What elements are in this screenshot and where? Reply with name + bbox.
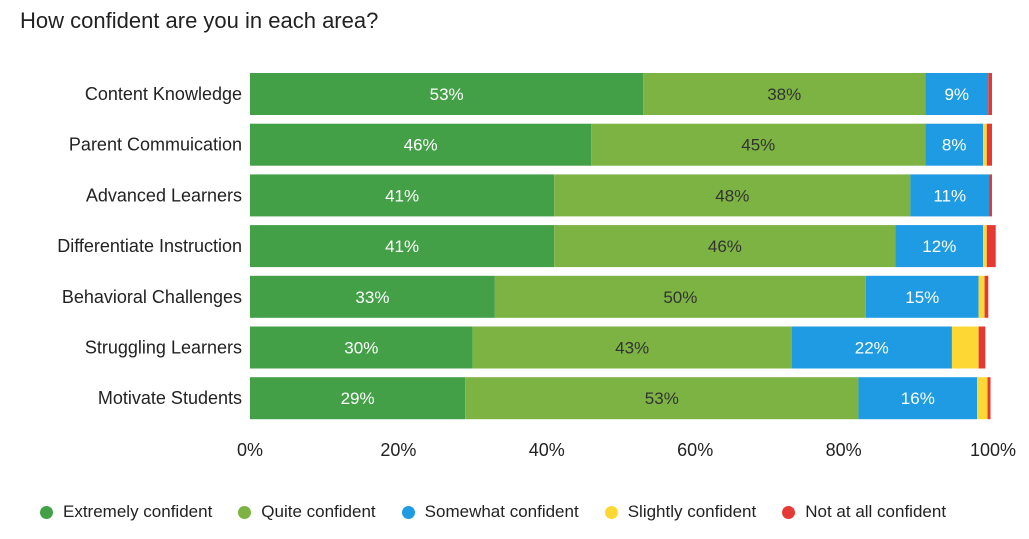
bar-segment — [791, 326, 952, 369]
bar-segment — [494, 275, 866, 318]
data-label: 29% — [341, 389, 375, 408]
bar-segment — [250, 275, 495, 318]
bar-segment — [925, 123, 984, 166]
legend-swatch — [604, 505, 618, 519]
legend-swatch — [238, 505, 252, 519]
legend-label: Not at all confident — [805, 502, 947, 521]
bar-segment — [978, 326, 986, 369]
bar-segment — [472, 326, 792, 369]
x-tick-label: 60% — [677, 440, 713, 460]
legend-label: Quite confident — [261, 502, 376, 521]
data-label: 9% — [944, 85, 969, 104]
bar-segment — [925, 73, 989, 115]
legend-swatch — [401, 505, 415, 519]
category-label: Motivate Students — [98, 388, 242, 408]
legend-item: Extremely confident — [40, 502, 212, 522]
data-label: 53% — [430, 85, 464, 104]
category-label: Parent Commuication — [69, 135, 242, 155]
category-label: Content Knowledge — [85, 84, 242, 104]
category-label: Behavioral Challenges — [62, 287, 242, 307]
legend: Extremely confident Quite confident Somewh… — [40, 502, 972, 522]
x-tick-label: 0% — [237, 440, 263, 460]
bar-segment — [983, 225, 987, 268]
data-label: 15% — [905, 288, 939, 307]
bar-segment — [865, 275, 979, 318]
bar-segment — [977, 377, 988, 420]
data-label: 46% — [708, 237, 742, 256]
bar-segment — [984, 275, 989, 318]
category-label: Struggling Learners — [85, 338, 242, 358]
data-label: 8% — [942, 136, 967, 155]
chart-title: How confident are you in each area? — [20, 8, 379, 33]
legend-label: Slightly confident — [627, 502, 757, 521]
data-label: 30% — [344, 339, 378, 358]
bar-segment — [250, 377, 466, 420]
bar-segment — [465, 377, 859, 420]
bar-segment — [250, 225, 555, 268]
bar-segment — [986, 123, 992, 166]
legend-swatch — [40, 505, 53, 519]
legend-item: Quite confident — [238, 502, 376, 522]
data-label: 48% — [715, 186, 749, 205]
data-label: 46% — [404, 136, 438, 155]
legend-item: Slightly confident — [604, 502, 757, 522]
bar-segment — [250, 123, 592, 166]
bar-segment — [988, 73, 992, 115]
data-label: 22% — [855, 339, 889, 358]
bar-segment — [250, 326, 473, 369]
bar-segment — [250, 174, 555, 217]
bar-segment — [591, 123, 926, 166]
bar-segment — [554, 225, 896, 268]
stacked-bar-chart: Content Knowledge 53% 38% 9% Parent Commuica… — [57, 73, 1016, 460]
bar-segment — [554, 174, 911, 217]
bar-segment — [987, 377, 991, 420]
legend-label: Extremely confident — [63, 502, 213, 521]
bar-segment — [895, 225, 984, 268]
category-label: Advanced Learners — [86, 185, 242, 205]
legend-item: Not at all confident — [782, 502, 946, 522]
data-label: 12% — [922, 237, 956, 256]
data-label: 11% — [933, 186, 966, 205]
legend-label: Somewhat confident — [424, 502, 579, 521]
bar-segment — [989, 174, 992, 217]
bar-segment — [983, 123, 987, 166]
data-label: 38% — [767, 85, 801, 104]
bar-segment — [910, 174, 990, 217]
bar-segment — [858, 377, 978, 420]
bar-segment — [643, 73, 926, 115]
x-tick-label: 20% — [380, 440, 416, 460]
data-label: 41% — [385, 186, 419, 205]
bar-segment — [951, 326, 979, 369]
data-label: 53% — [645, 389, 679, 408]
data-label: 41% — [385, 237, 419, 256]
x-tick-label: 100% — [970, 440, 1016, 460]
data-label: 33% — [355, 288, 389, 307]
data-label: 45% — [741, 136, 775, 155]
x-tick-label: 40% — [529, 440, 565, 460]
category-label: Differentiate Instruction — [57, 236, 242, 256]
bar-segment — [250, 73, 644, 115]
data-label: 16% — [901, 389, 935, 408]
data-label: 43% — [615, 339, 649, 358]
bar-segment — [978, 275, 985, 318]
x-tick-label: 80% — [826, 440, 862, 460]
legend-item: Somewhat confident — [401, 502, 579, 522]
legend-swatch — [782, 505, 796, 519]
bar-segment — [986, 225, 996, 268]
data-label: 50% — [663, 288, 697, 307]
